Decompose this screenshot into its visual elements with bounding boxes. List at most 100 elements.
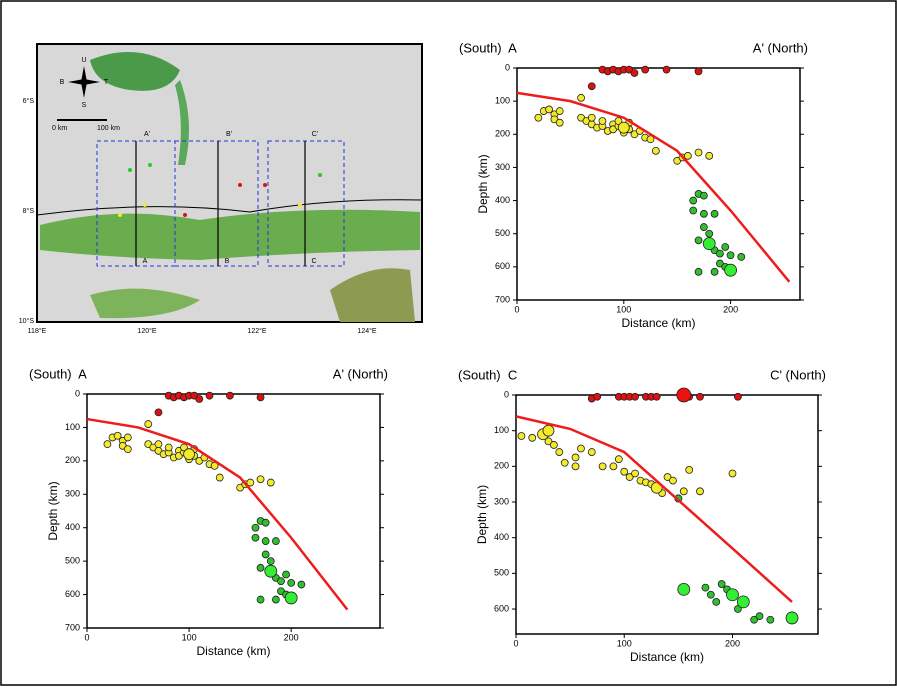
hypocenter	[285, 592, 297, 604]
hypocenter	[226, 392, 233, 399]
hypocenter	[756, 613, 763, 620]
y-axis-label: Depth (km)	[475, 485, 489, 544]
hypocenter	[262, 551, 269, 558]
y-tick-label: 700	[65, 622, 80, 632]
title-left: (South) A	[29, 366, 87, 381]
hypocenter	[711, 268, 718, 275]
hypocenter	[257, 476, 264, 483]
hypocenter	[680, 488, 687, 495]
x-tick-label: 100	[617, 638, 632, 648]
hypocenter	[722, 243, 729, 250]
y-tick-label: 100	[495, 96, 510, 106]
y-tick-label: 0	[75, 388, 80, 398]
y-tick-label: 200	[494, 461, 509, 471]
hypocenter	[726, 589, 738, 601]
hypocenter	[690, 207, 697, 214]
x-tick-label: 0	[514, 304, 519, 314]
hypocenter	[632, 393, 639, 400]
hypocenter	[267, 479, 274, 486]
map: 0 km 100 km U B T S 6°S 8°S 10°S 118°E 1…	[19, 44, 422, 335]
hypocenter	[618, 122, 629, 133]
figure: 0 km 100 km U B T S 6°S 8°S 10°S 118°E 1…	[0, 0, 897, 686]
compass-label: B	[60, 79, 65, 86]
hypocenter	[653, 393, 660, 400]
hypocenter	[267, 558, 274, 565]
hypocenter	[262, 538, 269, 545]
lat-label: 10°S	[19, 317, 35, 325]
y-tick-label: 300	[65, 489, 80, 499]
title-right: A' (North)	[753, 40, 808, 55]
y-tick-label: 0	[505, 62, 510, 72]
hypocenter	[588, 83, 595, 90]
hypocenter	[716, 250, 723, 257]
lon-label: 120°E	[137, 327, 156, 335]
y-tick-label: 600	[65, 589, 80, 599]
y-tick-label: 200	[495, 129, 510, 139]
lat-label: 6°S	[23, 97, 35, 105]
hypocenter	[706, 230, 713, 237]
x-tick-label: 200	[723, 304, 738, 314]
hypocenter	[734, 393, 741, 400]
hypocenter	[678, 583, 690, 595]
hypocenter	[556, 449, 563, 456]
hypocenter	[669, 477, 676, 484]
hypocenter	[695, 268, 702, 275]
hypocenter	[265, 565, 277, 577]
x-tick-label: 200	[725, 638, 740, 648]
hypocenter	[556, 119, 563, 126]
section-label: B	[225, 258, 230, 265]
y-tick-label: 400	[65, 522, 80, 532]
hypocenter	[272, 538, 279, 545]
hypocenter	[702, 584, 709, 591]
hypocenter	[738, 253, 745, 260]
hypocenter	[155, 409, 162, 416]
hypocenter	[206, 392, 213, 399]
hypocenter	[632, 470, 639, 477]
hypocenter	[124, 434, 131, 441]
hypocenter	[262, 519, 269, 526]
y-axis-label: Depth (km)	[46, 481, 60, 540]
hypocenter	[700, 224, 707, 231]
y-tick-label: 100	[494, 425, 509, 435]
hypocenter	[631, 69, 638, 76]
hypocenter	[556, 108, 563, 115]
title-right: A' (North)	[333, 366, 388, 381]
hypocenter	[737, 596, 749, 608]
hypocenter	[695, 149, 702, 156]
y-tick-label: 500	[65, 556, 80, 566]
x-tick-label: 100	[616, 304, 631, 314]
hypocenter	[155, 441, 162, 448]
hypocenter	[578, 94, 585, 101]
title-right: C' (North)	[770, 367, 826, 382]
hypocenter	[529, 434, 536, 441]
hypocenter	[184, 449, 195, 460]
hypocenter	[599, 118, 606, 125]
lon-label: 122°E	[247, 327, 266, 335]
hypocenter	[729, 470, 736, 477]
hypocenter	[518, 433, 525, 440]
title-left: (South) A	[459, 40, 517, 55]
hypocenter	[572, 463, 579, 470]
hypocenter	[690, 197, 697, 204]
y-axis-label: Depth (km)	[476, 154, 490, 213]
hypocenter	[697, 488, 704, 495]
hypocenter	[588, 114, 595, 121]
hypocenter	[165, 444, 172, 451]
section-label: B'	[226, 131, 232, 138]
hypocenter	[594, 393, 601, 400]
hypocenter	[695, 237, 702, 244]
hypocenter	[718, 581, 725, 588]
y-tick-label: 700	[495, 294, 510, 304]
hypocenter	[252, 534, 259, 541]
y-tick-label: 300	[494, 496, 509, 506]
hypocenter	[283, 571, 290, 578]
hypocenter	[277, 578, 284, 585]
hypocenter	[697, 393, 704, 400]
hypocenter	[599, 463, 606, 470]
hypocenter	[588, 449, 595, 456]
compass-label: T	[104, 79, 109, 86]
y-tick-label: 400	[494, 532, 509, 542]
hypocenter	[535, 114, 542, 121]
hypocenter	[706, 152, 713, 159]
y-tick-label: 400	[495, 195, 510, 205]
